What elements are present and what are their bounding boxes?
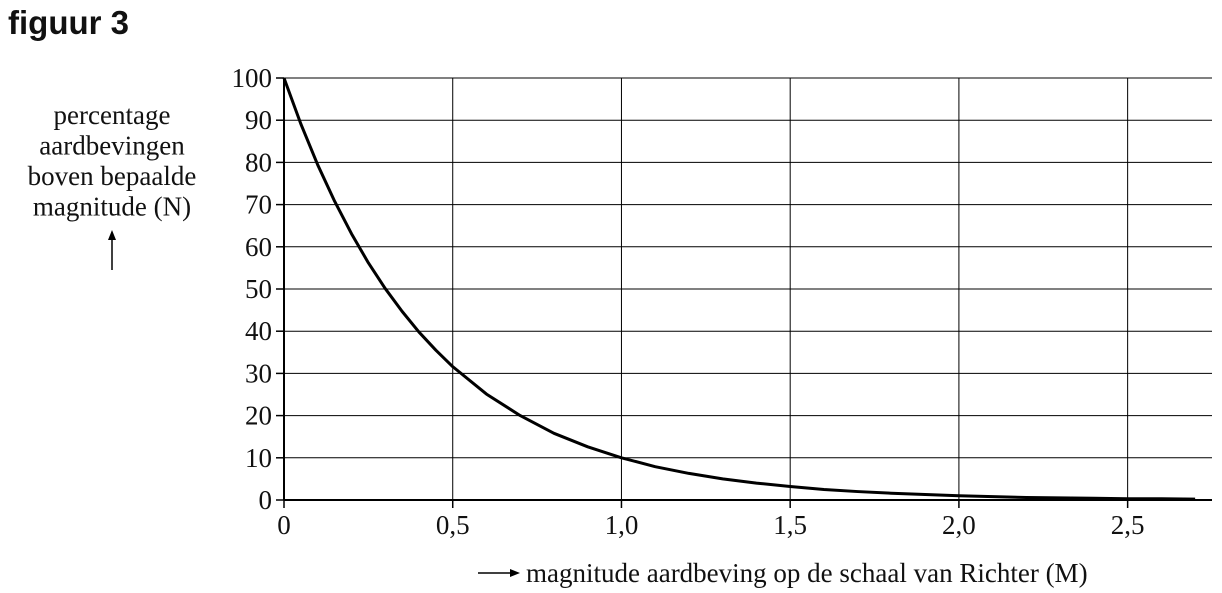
y-axis-label: boven bepaalde [28, 161, 197, 191]
y-axis-label: magnitude (N) [33, 192, 191, 222]
y-tick-label: 20 [245, 401, 272, 431]
x-arrowhead [510, 569, 520, 577]
y-tick-label: 70 [245, 190, 272, 220]
x-tick-label: 2,0 [942, 510, 976, 540]
y-tick-label: 0 [259, 485, 273, 515]
y-tick-label: 50 [245, 274, 272, 304]
y-axis-label: percentage [54, 100, 171, 130]
y-tick-label: 60 [245, 232, 272, 262]
data-line [282, 77, 1196, 501]
y-tick-label: 30 [245, 358, 272, 388]
x-axis-label: magnitude aardbeving op de schaal van Ri… [526, 558, 1088, 588]
y-tick-label: 90 [245, 105, 272, 135]
y-axis-label: aardbevingen [39, 131, 185, 161]
y-tick-label: 100 [232, 63, 273, 93]
x-tick-label: 1,0 [605, 510, 639, 540]
x-tick-label: 2,5 [1111, 510, 1145, 540]
y-tick-label: 10 [245, 443, 272, 473]
x-tick-label: 1,5 [773, 510, 807, 540]
x-tick-label: 0 [277, 510, 291, 540]
y-tick-label: 40 [245, 316, 272, 346]
x-tick-label: 0,5 [436, 510, 470, 540]
y-arrowhead [108, 230, 116, 240]
chart-title: figuur 3 [8, 4, 129, 41]
y-tick-label: 80 [245, 147, 272, 177]
